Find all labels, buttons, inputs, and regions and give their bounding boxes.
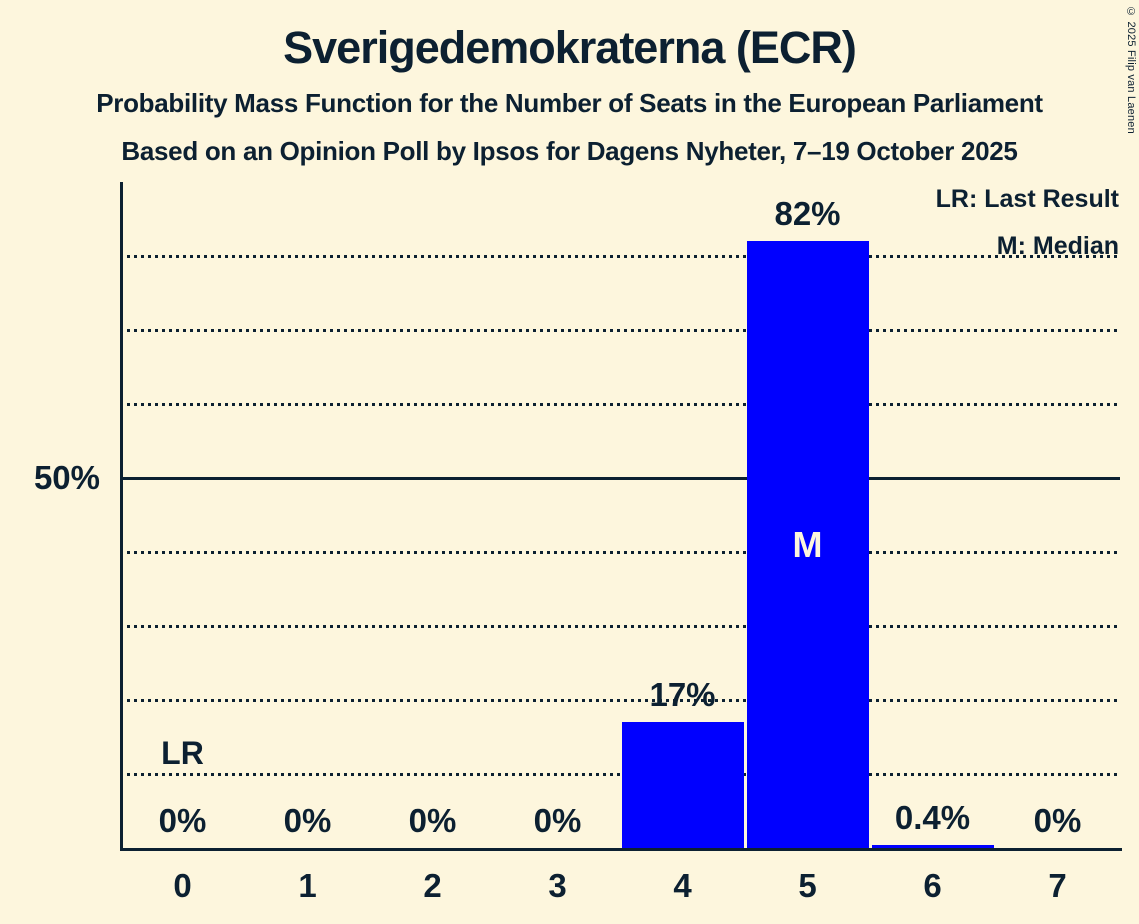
value-label-seat-6: 0.4% bbox=[894, 799, 971, 837]
value-label-seat-1: 0% bbox=[283, 802, 332, 839]
value-label-seat-3: 0% bbox=[533, 802, 582, 839]
chart-subtitle-line1: Probability Mass Function for the Number… bbox=[96, 88, 1043, 118]
x-axis-line bbox=[120, 848, 1122, 851]
chart-legend: LR: Last Result M: Median bbox=[936, 176, 1119, 270]
x-axis-tick-label-2: 2 bbox=[423, 867, 442, 904]
y-axis-tick-label-50pct: 50% bbox=[33, 459, 100, 496]
gridline-dotted-20pct bbox=[120, 698, 1120, 702]
last-result-marker: LR bbox=[161, 735, 204, 771]
x-axis-tick-label-7: 7 bbox=[1048, 867, 1067, 904]
gridline-dotted-70pct bbox=[120, 328, 1120, 332]
gridline-dotted-30pct bbox=[120, 624, 1120, 628]
gridline-dotted-80pct bbox=[120, 254, 1120, 258]
median-marker: M bbox=[792, 523, 823, 565]
value-label-seat-5: 82% bbox=[774, 195, 841, 233]
gridline-solid-50pct bbox=[120, 476, 1120, 480]
value-label-seat-7: 0% bbox=[1033, 802, 1082, 839]
gridline-dotted-60pct bbox=[120, 402, 1120, 406]
bar-seat-5 bbox=[746, 241, 869, 848]
copyright-note: © 2025 Filip van Laenen bbox=[1125, 6, 1137, 134]
legend-median: M: Median bbox=[996, 232, 1119, 260]
plot-area: 0% 0% 0% 0% 17% 82% 0.4% 0% LR M bbox=[120, 182, 1120, 848]
value-label-seat-0: 0% bbox=[158, 802, 207, 839]
x-axis-tick-label-5: 5 bbox=[798, 867, 817, 904]
bar-seat-6 bbox=[871, 845, 994, 848]
bar-seat-4 bbox=[621, 722, 744, 848]
value-label-seat-2: 0% bbox=[408, 802, 457, 839]
legend-last-result: LR: Last Result bbox=[935, 185, 1119, 213]
y-axis-line bbox=[120, 182, 123, 851]
gridline-dotted-10pct bbox=[120, 772, 1120, 776]
value-label-seat-4: 17% bbox=[649, 676, 716, 714]
x-axis-tick-label-6: 6 bbox=[923, 867, 942, 904]
chart-title: Sverigedemokraterna (ECR) bbox=[283, 22, 857, 73]
x-axis-tick-label-1: 1 bbox=[298, 867, 317, 904]
gridline-dotted-40pct bbox=[120, 550, 1120, 554]
chart-subtitle-line2: Based on an Opinion Poll by Ipsos for Da… bbox=[121, 136, 1018, 166]
x-axis-tick-label-0: 0 bbox=[173, 867, 192, 904]
x-axis-tick-label-4: 4 bbox=[673, 867, 692, 904]
x-axis-tick-label-3: 3 bbox=[548, 867, 567, 904]
